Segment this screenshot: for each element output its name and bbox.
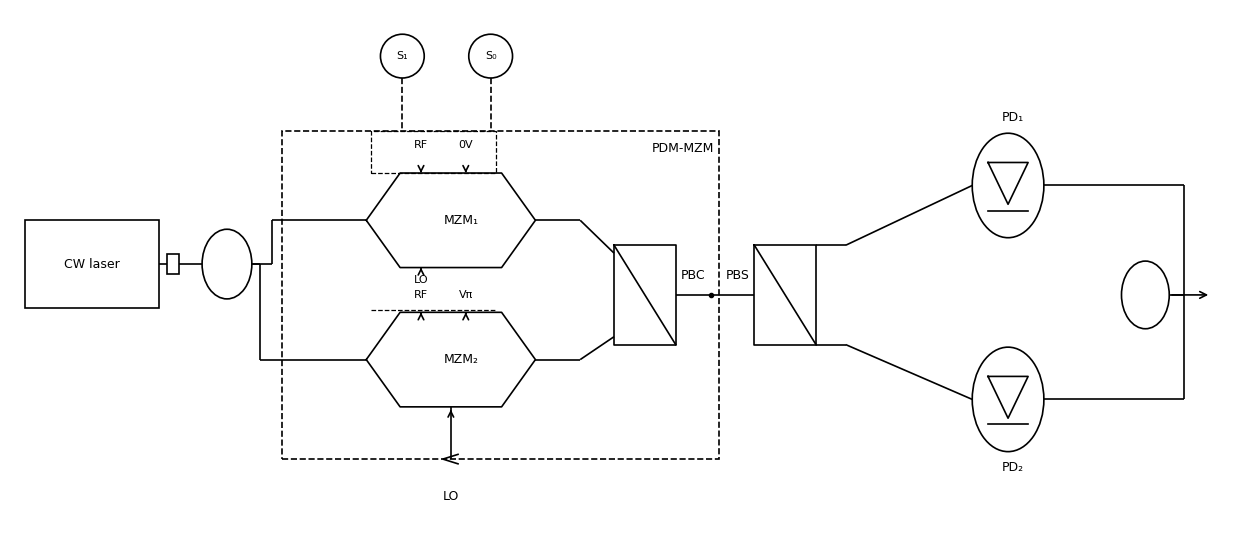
Text: LO: LO	[414, 275, 429, 285]
Ellipse shape	[973, 347, 1044, 452]
Text: S₀: S₀	[484, 51, 497, 61]
Text: LO: LO	[442, 490, 458, 504]
Bar	[25, 220, 160, 308]
Text: S₁: S₁	[396, 51, 408, 61]
Bar	[372, 131, 496, 173]
Text: CW laser: CW laser	[64, 257, 120, 271]
Circle shape	[380, 34, 424, 78]
Text: 0V: 0V	[458, 140, 473, 150]
Circle shape	[468, 34, 513, 78]
Text: PD₁: PD₁	[1002, 111, 1025, 124]
Text: PD₂: PD₂	[1002, 461, 1025, 474]
Text: MZM₂: MZM₂	[444, 353, 478, 366]
Text: RF: RF	[414, 290, 427, 300]
Bar	[167, 254, 180, 274]
Text: PBC: PBC	[680, 268, 705, 281]
Text: RF: RF	[414, 140, 427, 150]
Text: PDM-MZM: PDM-MZM	[652, 142, 715, 155]
Ellipse shape	[1121, 261, 1170, 329]
Ellipse shape	[973, 133, 1044, 238]
Text: Vπ: Vπ	[458, 290, 473, 300]
Text: PBS: PBS	[726, 268, 750, 281]
Ellipse shape	[202, 229, 252, 299]
Text: MZM₁: MZM₁	[444, 214, 478, 227]
Bar	[281, 131, 720, 459]
